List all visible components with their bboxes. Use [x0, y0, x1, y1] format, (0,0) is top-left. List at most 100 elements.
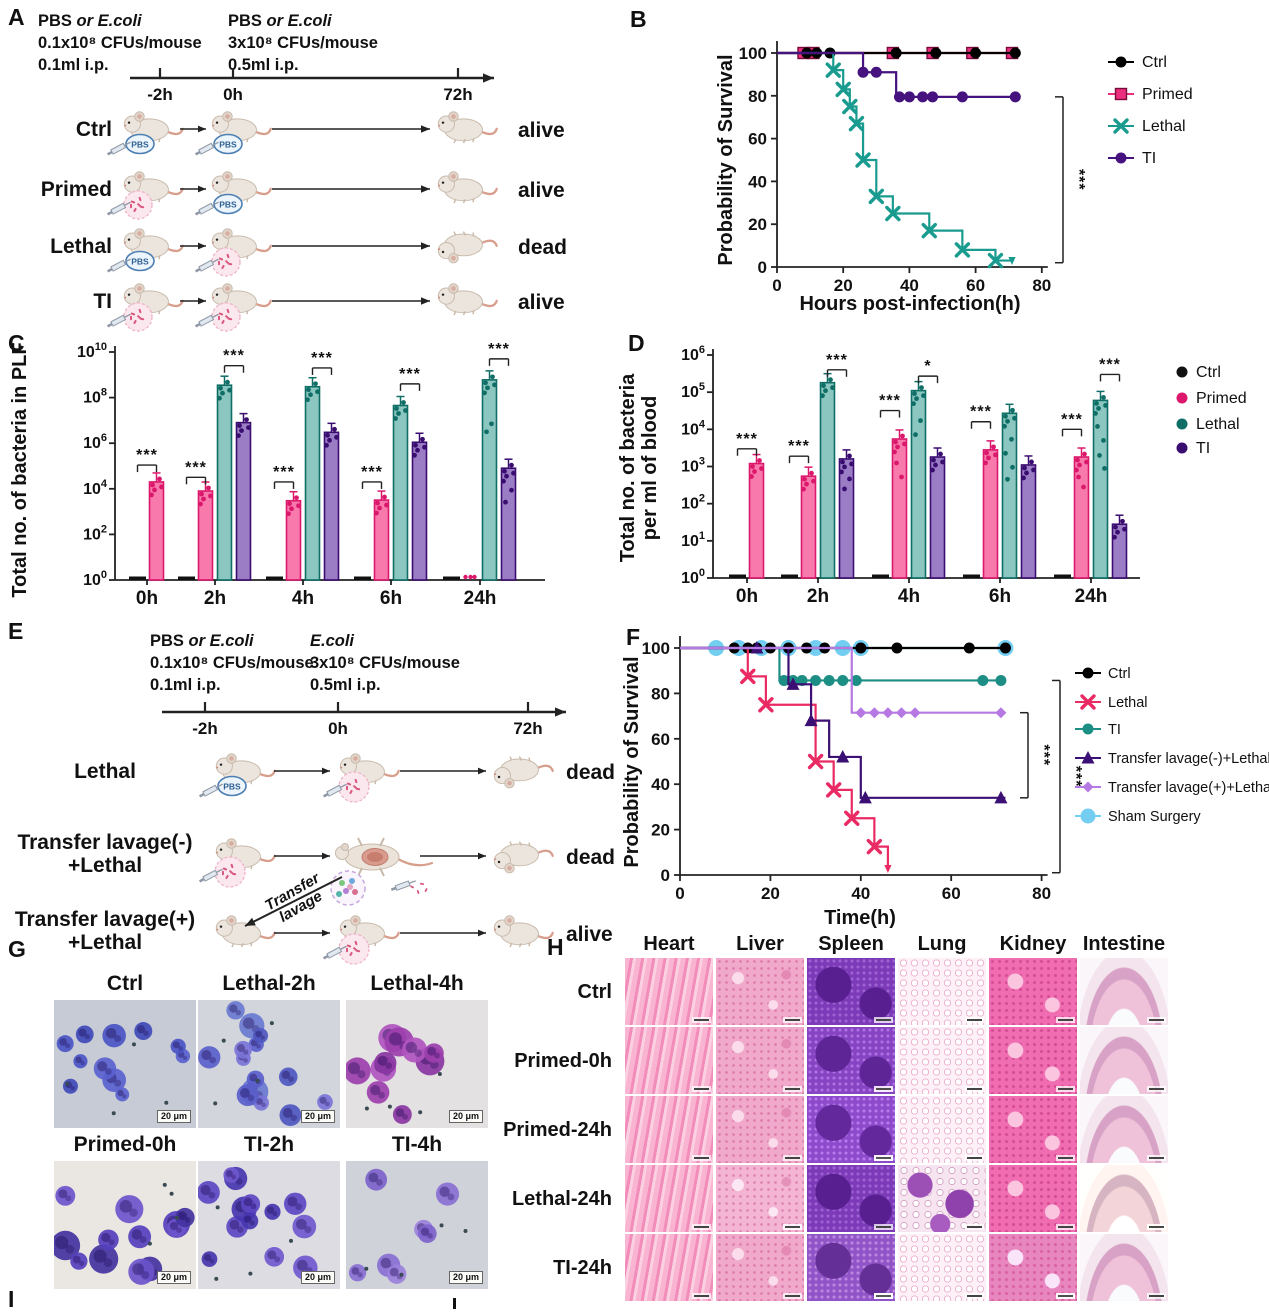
panel-d-bar-chart: 100 101 102 103 104 105 106 0h 2h 4h 6h 24h Total no…: [617, 344, 1247, 607]
scalebar-label: 20 μm: [156, 1271, 191, 1284]
h-tissue-liver-row0: [716, 958, 804, 1025]
h-column-header: Spleen: [818, 933, 884, 955]
svg-text:alive: alive: [518, 291, 565, 314]
svg-text:72h: 72h: [513, 719, 542, 738]
h-tissue-lung-row4: [898, 1234, 986, 1301]
svg-text:100: 100: [83, 569, 107, 589]
svg-text:***: ***: [788, 438, 810, 455]
panel-b-survival-chart: 0 20 40 60 80 0 20 40 60 80 100 Hours post-infectio…: [715, 41, 1193, 315]
dead-mouse-icon: [493, 756, 554, 789]
h-tissue-intestine-row0: [1080, 958, 1168, 1025]
h-tissue-lung-row0: [898, 958, 986, 1025]
svg-text:Lethal: Lethal: [1142, 118, 1186, 135]
syringe-icon: [106, 313, 131, 328]
svg-text:3x10⁸ CFUs/mouse: 3x10⁸ CFUs/mouse: [228, 34, 378, 52]
g-micrograph-lethal-2h: 20 μm: [198, 1000, 340, 1128]
syringe-icon: [322, 945, 347, 960]
svg-text:80: 80: [651, 684, 670, 703]
svg-text:Ctrl: Ctrl: [1196, 364, 1221, 381]
svg-text:4h: 4h: [292, 588, 314, 609]
panel-h-label: H: [547, 934, 564, 960]
mouse-icon: [437, 283, 498, 316]
svg-text:0h: 0h: [136, 588, 158, 609]
h-column-header: Liver: [736, 933, 784, 955]
svg-text:6h: 6h: [380, 588, 402, 609]
axes-b: 0 20 40 60 80 0 20 40 60 80 100 Hours post-infectio…: [715, 41, 1051, 315]
legend-b: Ctrl Primed Lethal TI: [1108, 54, 1193, 167]
svg-text:PBS or E.coli: PBS or E.coli: [228, 12, 332, 30]
h-tissue-lung-row1: [898, 1027, 986, 1094]
bars-primed: [148, 472, 477, 581]
bars-lethal: [819, 372, 1109, 579]
h-tissue-liver-row3: [716, 1165, 804, 1232]
syringe-icon: [106, 141, 131, 156]
svg-text:0.1x10⁸ CFUs/mouse: 0.1x10⁸ CFUs/mouse: [150, 654, 314, 672]
svg-text:0.1ml i.p.: 0.1ml i.p.: [150, 676, 221, 694]
g-tile-title: Ctrl: [106, 972, 144, 995]
h-tissue-liver-row2: [716, 1096, 804, 1163]
svg-text:0h: 0h: [223, 85, 243, 104]
svg-text:***: ***: [1099, 356, 1121, 373]
h-tissue-spleen-row3: [807, 1165, 895, 1232]
mouse-icon: [339, 915, 400, 948]
h-tissue-intestine-row4: [1080, 1234, 1168, 1301]
svg-text:***: ***: [185, 459, 207, 476]
panel-b-label: B: [630, 6, 647, 32]
svg-text:105: 105: [681, 381, 705, 401]
g-tile-title: TI-2h: [243, 1133, 295, 1156]
h-row-label: Ctrl: [577, 980, 612, 1003]
svg-text:Ctrl: Ctrl: [76, 118, 112, 141]
svg-text:***: ***: [1070, 169, 1087, 191]
svg-text:+Lethal: +Lethal: [68, 931, 142, 954]
axes-f: 0 20 40 60 80 0 20 40 60 80 100 Time(h) Probability …: [621, 636, 1051, 929]
svg-text:***: ***: [399, 366, 421, 383]
svg-text:1010: 1010: [77, 341, 107, 361]
svg-text:Transfer lavage(+): Transfer lavage(+): [15, 908, 195, 931]
svg-text:101: 101: [681, 530, 705, 550]
bars-ctrl: [729, 574, 1071, 578]
panel-g-label: G: [8, 936, 26, 962]
legend-d: Ctrl Primed Lethal TI: [1176, 364, 1247, 457]
h-tissue-spleen-row2: [807, 1096, 895, 1163]
svg-text:102: 102: [83, 523, 107, 543]
svg-text:Primed: Primed: [1142, 86, 1193, 103]
svg-text:3x10⁸ CFUs/mouse: 3x10⁸ CFUs/mouse: [310, 654, 460, 672]
syringe-icon: [198, 783, 223, 798]
h-row-label: TI-24h: [553, 1256, 612, 1279]
svg-text:Transfer lavage(-)+Lethal: Transfer lavage(-)+Lethal: [1108, 751, 1269, 767]
axes-d: 100 101 102 103 104 105 106 0h 2h 4h 6h 24h Total no…: [617, 344, 1140, 607]
series-ti: [777, 51, 1021, 103]
syringe-icon: [322, 783, 347, 798]
scalebar-label: 20 μm: [300, 1110, 335, 1123]
syringe-icon: [106, 258, 131, 273]
g-tile-title: Lethal-4h: [370, 972, 464, 995]
svg-text:***: ***: [361, 464, 383, 481]
svg-text:***: ***: [136, 447, 158, 464]
g-micrograph-primed-0h: 20 μm: [54, 1161, 196, 1289]
svg-text:20: 20: [761, 884, 780, 903]
h-tissue-lung-row3: [898, 1165, 986, 1232]
panel-c-label: C: [8, 330, 25, 356]
svg-text:Lethal: Lethal: [74, 760, 136, 783]
h-tissue-liver-row4: [716, 1234, 804, 1301]
svg-text:dead: dead: [566, 846, 615, 869]
h-tissue-spleen-row4: [807, 1234, 895, 1301]
syringe-icon: [198, 868, 223, 883]
svg-text:100: 100: [642, 639, 670, 658]
svg-text:0: 0: [758, 258, 767, 277]
svg-text:-2h: -2h: [192, 719, 218, 738]
svg-text:0: 0: [772, 276, 781, 295]
h-tissue-kidney-row1: [989, 1027, 1077, 1094]
surgery-mouse-icon: [335, 837, 434, 877]
svg-text:24h: 24h: [464, 588, 497, 609]
svg-text:PBS: PBS: [131, 257, 149, 267]
svg-text:Total no. of bacteria: Total no. of bacteria: [617, 373, 639, 562]
panel-i-label: I: [8, 1286, 15, 1312]
panel-e-label: E: [8, 618, 24, 644]
h-tissue-kidney-row4: [989, 1234, 1077, 1301]
svg-text:Probability of Survival: Probability of Survival: [715, 54, 737, 265]
g-micrograph-ti-4h: 20 μm: [346, 1161, 488, 1289]
g-micrograph-ctrl: 20 μm: [54, 1000, 196, 1128]
